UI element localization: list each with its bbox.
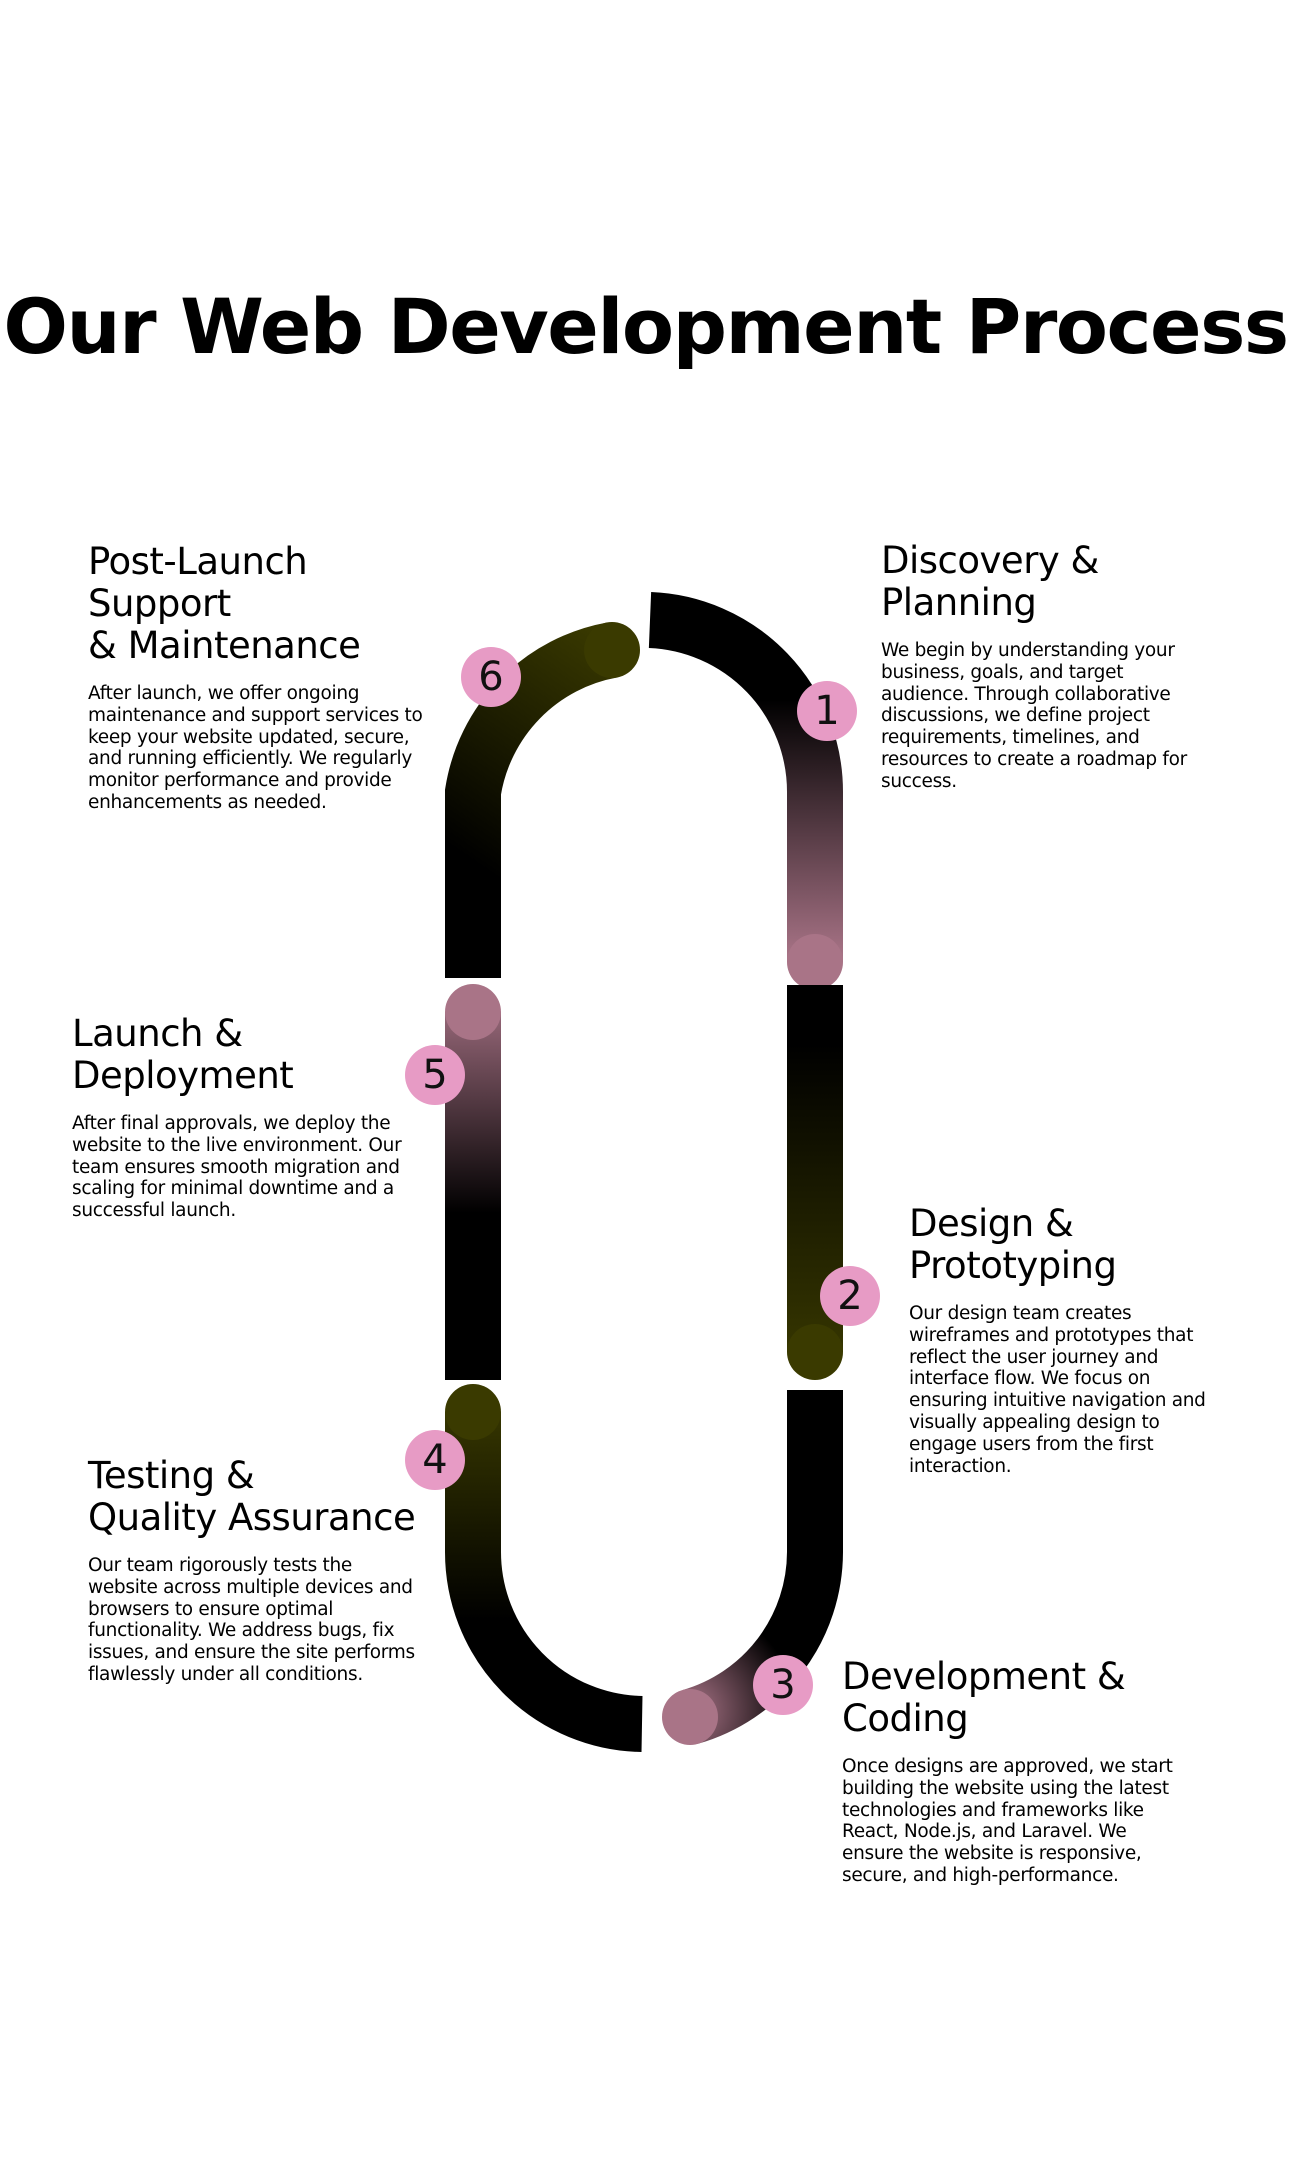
step-4: Testing & Quality Assurance Our team rig…: [88, 1455, 423, 1686]
step-3: Development & Coding Once designs are ap…: [842, 1656, 1182, 1887]
track-cap-6: [584, 622, 640, 678]
step-5-description: After final approvals, we deploy the web…: [72, 1113, 402, 1222]
track-cap-3: [662, 1689, 718, 1745]
step-5-badge: 5: [405, 1045, 465, 1105]
step-5-heading: Launch & Deployment: [72, 1012, 294, 1097]
step-4-heading: Testing & Quality Assurance: [88, 1454, 416, 1539]
step-1-heading: Discovery & Planning: [881, 539, 1099, 624]
step-6-badge: 6: [461, 647, 521, 707]
step-6: Post-Launch Support & Maintenance After …: [88, 541, 433, 814]
step-3-description: Once designs are approved, we start buil…: [842, 1756, 1173, 1886]
step-1-description: We begin by understanding your business,…: [881, 640, 1187, 792]
track-segment-1: [648, 592, 844, 962]
track-cap-1: [787, 934, 843, 990]
track-cap-2: [787, 1324, 843, 1380]
step-2: Design & Prototyping Our design team cre…: [909, 1203, 1219, 1477]
step-5: Launch & Deployment After final approval…: [72, 1013, 402, 1222]
step-6-description: After launch, we offer ongoing maintenan…: [88, 683, 423, 813]
step-2-description: Our design team creates wireframes and p…: [909, 1303, 1206, 1477]
step-6-heading: Post-Launch Support & Maintenance: [88, 540, 361, 667]
step-4-description: Our team rigorously tests the website ac…: [88, 1555, 415, 1685]
step-3-heading: Development & Coding: [842, 1655, 1126, 1740]
step-2-heading: Design & Prototyping: [909, 1202, 1117, 1287]
step-1: Discovery & Planning We begin by underst…: [881, 540, 1201, 793]
track-segment-4: [445, 1412, 644, 1752]
track-cap-5: [445, 984, 501, 1040]
track-segment-6: [445, 622, 618, 978]
step-2-badge: 2: [820, 1266, 880, 1326]
page-title: Our Web Development Process: [3, 282, 1289, 371]
step-4-badge: 4: [405, 1430, 465, 1490]
track-segment-3: [681, 1390, 843, 1744]
step-3-badge: 3: [753, 1655, 813, 1715]
track-cap-4: [445, 1384, 501, 1440]
step-1-badge: 1: [797, 681, 857, 741]
